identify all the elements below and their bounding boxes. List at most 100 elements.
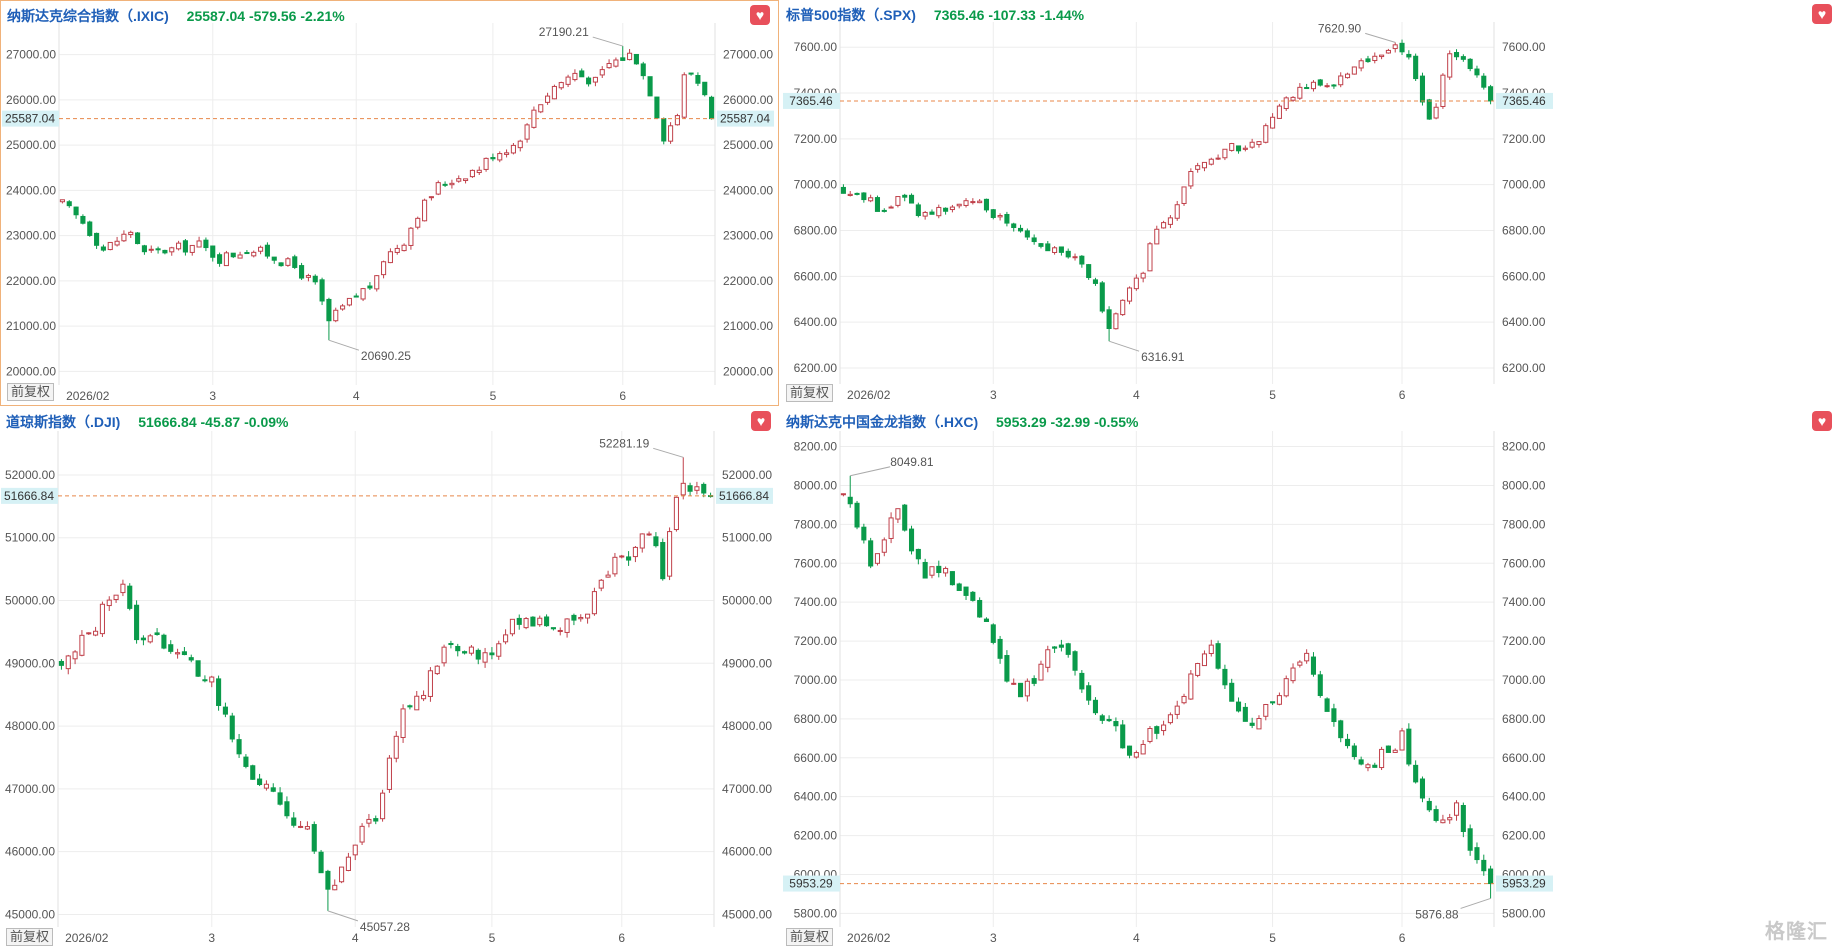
favorite-heart-icon[interactable]: ♥ — [750, 5, 770, 25]
candle-body — [456, 178, 462, 182]
candle-body — [1365, 764, 1371, 769]
candle-body — [612, 556, 618, 575]
candle-body — [1379, 54, 1385, 58]
favorite-heart-icon[interactable]: ♥ — [751, 411, 771, 431]
index-name[interactable]: 纳斯达克综合指数（.IXIC) — [7, 8, 169, 24]
candle-body — [489, 652, 495, 656]
candle-body — [400, 708, 406, 739]
candle-body — [667, 531, 673, 577]
y-tick-left: 27000.00 — [6, 48, 56, 62]
candle-body — [1481, 75, 1487, 88]
favorite-heart-icon[interactable]: ♥ — [1812, 411, 1832, 431]
candle-body — [189, 244, 195, 253]
index-name[interactable]: 道琼斯指数（.DJI) — [6, 414, 121, 430]
y-tick-left: 6200.00 — [794, 361, 838, 375]
candle-body — [1263, 704, 1269, 717]
candle-body — [915, 204, 921, 217]
y-tick-left: 20000.00 — [6, 364, 56, 378]
panel-header: 纳斯达克综合指数（.IXIC) 25587.04 -579.56 -2.21% — [7, 6, 345, 26]
favorite-heart-icon[interactable]: ♥ — [1812, 4, 1832, 24]
candle-body — [1222, 668, 1228, 686]
index-name[interactable]: 标普500指数（.SPX) — [786, 7, 916, 23]
candle-body — [332, 884, 338, 891]
candle-body — [922, 561, 928, 579]
y-tick-left: 50000.00 — [5, 594, 55, 608]
candle-body — [888, 206, 894, 209]
candle-body — [188, 657, 194, 661]
y-tick-right: 23000.00 — [723, 229, 773, 243]
candle-body — [58, 660, 64, 666]
candle-body — [455, 645, 461, 652]
candle-body — [1338, 720, 1344, 739]
candle-body — [943, 207, 949, 212]
high-label: 52281.19 — [599, 436, 649, 450]
candle-body — [326, 298, 332, 322]
candle-body — [1379, 748, 1385, 769]
candle-body — [504, 152, 510, 155]
candle-body — [168, 644, 174, 652]
candle-body — [216, 678, 222, 706]
candle-body — [80, 215, 86, 224]
candle-body — [1310, 656, 1317, 675]
candle-body — [1017, 227, 1024, 232]
candle-body — [387, 251, 393, 264]
panel-dji: 道琼斯指数（.DJI) 51666.84 -45.87 -0.09% ♥ 450… — [0, 407, 779, 950]
index-name[interactable]: 纳斯达克中国金龙指数（.HXC) — [786, 414, 979, 430]
candle-body — [1365, 58, 1371, 63]
candle-body — [1052, 247, 1058, 253]
candle-body — [128, 231, 134, 236]
adjustment-button[interactable]: 前复权 — [6, 928, 54, 946]
candle-body — [915, 548, 921, 560]
candle-body — [702, 81, 708, 96]
panel-header: 道琼斯指数（.DJI) 51666.84 -45.87 -0.09% — [6, 412, 288, 432]
y-tick-left: 6600.00 — [794, 269, 838, 283]
candle-body — [408, 227, 414, 246]
candle-body — [366, 818, 372, 824]
candle-body — [217, 254, 223, 264]
candle-body — [660, 542, 666, 580]
price-tag-right-text: 5953.29 — [1502, 877, 1546, 891]
y-tick-right: 50000.00 — [722, 594, 772, 608]
x-tick-label: 6 — [619, 389, 626, 403]
high-leader — [1365, 32, 1396, 43]
candle-body — [497, 153, 503, 161]
candle-body — [701, 483, 707, 494]
candlestick-chart[interactable]: 20000.00 20000.00 21000.00 21000.00 22000.00… — [1, 1, 780, 407]
candle-body — [902, 194, 908, 198]
y-tick-left: 21000.00 — [6, 319, 56, 333]
candle-body — [1045, 243, 1051, 252]
candle-body — [1413, 764, 1419, 783]
candle-body — [1167, 714, 1173, 724]
candle-body — [510, 144, 516, 154]
candle-body — [415, 217, 421, 228]
adjustment-button[interactable]: 前复权 — [7, 383, 55, 401]
adjustment-button[interactable]: 前复权 — [786, 928, 834, 946]
candle-body — [661, 118, 667, 142]
candle-body — [1467, 828, 1473, 851]
candle-body — [468, 646, 474, 654]
candle-body — [936, 206, 942, 217]
candle-body — [428, 196, 434, 199]
adjustment-button[interactable]: 前复权 — [786, 384, 834, 402]
candle-body — [100, 246, 106, 251]
y-tick-left: 5800.00 — [794, 906, 838, 920]
candle-body — [1406, 728, 1412, 765]
price-tag-right-text: 7365.46 — [1502, 94, 1546, 108]
candlestick-chart[interactable]: 6200.00 6200.00 6400.00 6400.00 6600.00 6600.… — [780, 0, 1840, 406]
x-tick-label: 3 — [990, 931, 997, 945]
candle-body — [147, 635, 153, 643]
candle-body — [202, 679, 208, 682]
candle-body — [1024, 230, 1030, 238]
candle-body — [895, 196, 901, 206]
candle-body — [1147, 727, 1153, 742]
candle-body — [380, 792, 386, 820]
candle-body — [1181, 695, 1187, 704]
candle-body — [1133, 277, 1139, 290]
candlestick-chart[interactable]: 45000.00 45000.00 46000.00 46000.00 47000.00… — [0, 407, 779, 950]
index-quote: 51666.84 -45.87 -0.09% — [138, 414, 289, 430]
candle-body — [298, 825, 304, 828]
candle-body — [127, 585, 133, 609]
candle-body — [114, 240, 120, 246]
candle-body — [605, 574, 611, 578]
